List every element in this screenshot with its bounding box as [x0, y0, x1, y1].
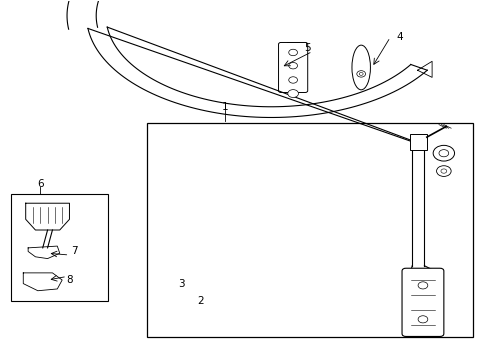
Circle shape: [417, 316, 427, 323]
Circle shape: [432, 145, 454, 161]
Circle shape: [288, 63, 297, 69]
Bar: [11, 194, 108, 301]
Bar: [409, 134, 426, 150]
Ellipse shape: [351, 45, 370, 90]
Bar: [147, 123, 472, 337]
Text: 7: 7: [71, 247, 78, 256]
Circle shape: [288, 49, 297, 56]
Polygon shape: [23, 273, 62, 291]
Circle shape: [417, 282, 427, 289]
Text: 3: 3: [178, 279, 184, 289]
Text: 1: 1: [221, 102, 228, 112]
Text: 4: 4: [396, 32, 403, 42]
Circle shape: [356, 71, 365, 77]
Text: 2: 2: [197, 296, 203, 306]
FancyBboxPatch shape: [278, 42, 307, 93]
Polygon shape: [26, 203, 69, 230]
Circle shape: [436, 166, 450, 176]
Text: 6: 6: [37, 179, 43, 189]
Text: 8: 8: [66, 275, 73, 285]
Polygon shape: [28, 246, 60, 258]
Circle shape: [440, 169, 446, 173]
Text: 5: 5: [304, 43, 310, 53]
Circle shape: [359, 72, 363, 75]
FancyBboxPatch shape: [401, 268, 443, 337]
Circle shape: [288, 77, 297, 83]
Circle shape: [287, 90, 298, 98]
Circle shape: [438, 150, 448, 157]
